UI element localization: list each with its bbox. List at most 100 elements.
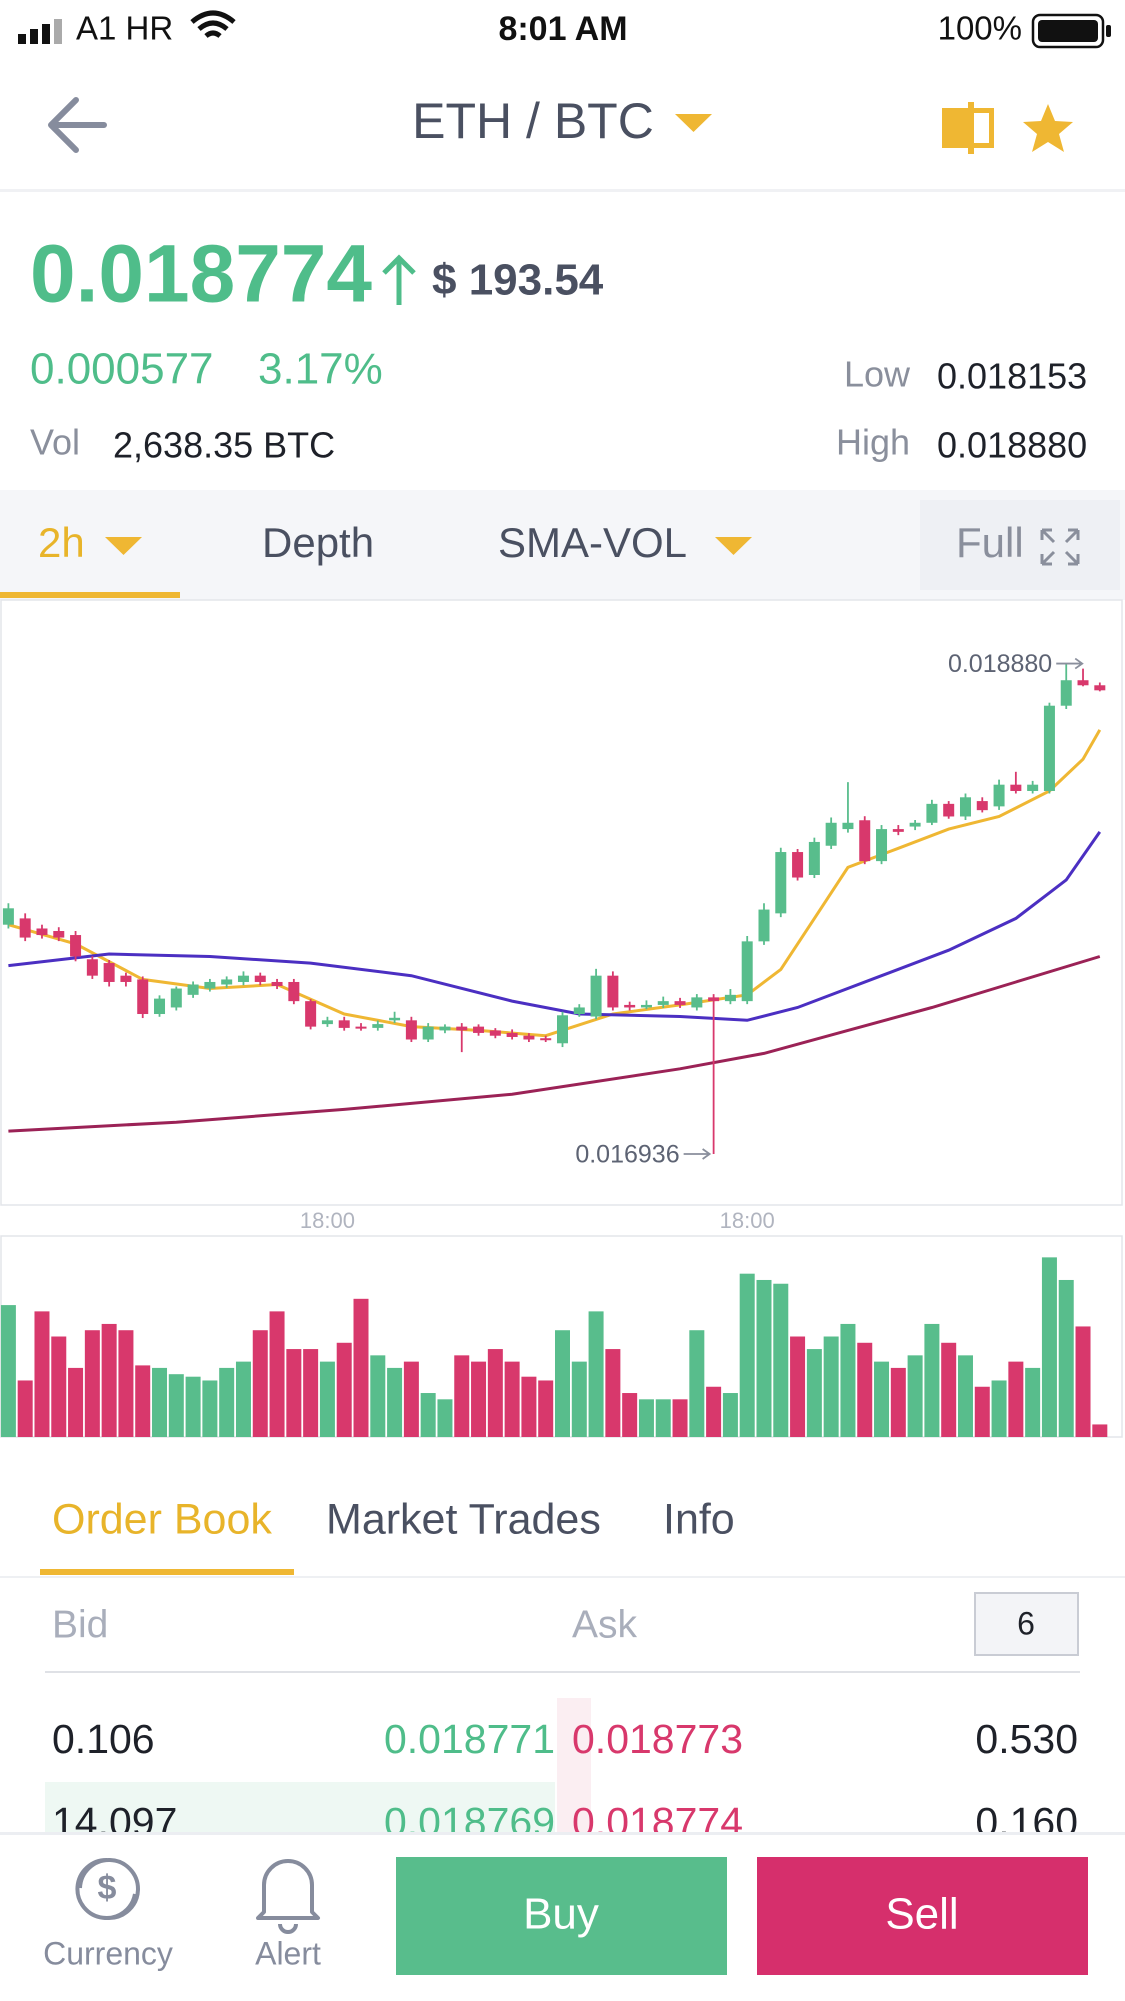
signal-icon bbox=[18, 19, 62, 44]
volume-bar bbox=[706, 1386, 722, 1437]
ask-depth-bar bbox=[557, 1698, 591, 1836]
vol-label: Vol bbox=[30, 422, 80, 463]
info-tab[interactable]: Info bbox=[663, 1495, 735, 1543]
candle-body bbox=[355, 1026, 367, 1029]
indicator-dropdown[interactable] bbox=[715, 537, 752, 555]
candle-body bbox=[657, 1001, 669, 1005]
volume-bar bbox=[907, 1355, 923, 1437]
volume-bar bbox=[202, 1380, 218, 1437]
volume-bar bbox=[84, 1330, 100, 1437]
candle-body bbox=[909, 822, 921, 827]
candle-body bbox=[775, 852, 787, 914]
pair-dropdown[interactable] bbox=[675, 114, 712, 132]
order-book-tab[interactable]: Order Book bbox=[52, 1495, 272, 1543]
fullscreen-icon[interactable] bbox=[1040, 528, 1080, 566]
full-tab-bg bbox=[920, 500, 1120, 590]
ask-price: 0.018773 bbox=[572, 1716, 743, 1762]
volume-bar bbox=[1008, 1361, 1024, 1437]
alert-nav[interactable]: Alert bbox=[255, 1935, 321, 1971]
favorite-star[interactable] bbox=[1023, 104, 1073, 152]
indicator-tab[interactable]: SMA-VOL bbox=[498, 519, 687, 566]
currency-nav[interactable]: Currency bbox=[43, 1935, 173, 1971]
candle-body bbox=[674, 1001, 686, 1005]
price-annotation: 0.018880 bbox=[948, 650, 1052, 678]
volume-bar bbox=[303, 1349, 319, 1437]
candle-body bbox=[338, 1020, 350, 1028]
volume-bar bbox=[185, 1376, 201, 1437]
volume-bar bbox=[991, 1380, 1007, 1437]
up-arrow bbox=[382, 254, 416, 305]
candle-body bbox=[36, 928, 48, 936]
bottom-bar-shadow bbox=[0, 1832, 1125, 1835]
candle-body bbox=[976, 801, 988, 811]
volume-bar bbox=[974, 1386, 990, 1437]
volume-bar bbox=[403, 1361, 419, 1437]
low-label: Low bbox=[844, 354, 911, 395]
volume-bar bbox=[269, 1311, 285, 1437]
candle-body bbox=[271, 981, 283, 987]
volume-bar bbox=[0, 1305, 16, 1437]
volume-bar bbox=[336, 1342, 352, 1437]
volume-bar bbox=[588, 1311, 604, 1437]
currency-icon[interactable]: $ bbox=[75, 1857, 140, 1921]
volume-bar bbox=[941, 1342, 957, 1437]
full-tab[interactable]: Full bbox=[956, 519, 1024, 566]
moving-average-line bbox=[8, 955, 1101, 1133]
candle-body bbox=[137, 979, 149, 1015]
buy-button[interactable] bbox=[396, 1857, 727, 1975]
candle-body bbox=[170, 988, 182, 1008]
candle-body bbox=[943, 803, 955, 817]
annotation-arrow bbox=[1056, 657, 1084, 670]
candle-body bbox=[154, 998, 166, 1015]
volume-bar bbox=[17, 1380, 33, 1437]
interval-tab[interactable]: 2h bbox=[38, 519, 85, 566]
carrier: A1 HR bbox=[76, 10, 173, 47]
candle-body bbox=[959, 797, 971, 817]
volume-bar bbox=[790, 1336, 806, 1437]
candle-body bbox=[1043, 705, 1055, 791]
candle-body bbox=[557, 1015, 568, 1044]
market-trades-tab[interactable]: Market Trades bbox=[326, 1495, 601, 1543]
interval-dropdown[interactable] bbox=[105, 537, 142, 555]
depth-tab[interactable]: Depth bbox=[262, 519, 374, 566]
volume-bar bbox=[101, 1323, 117, 1437]
volume-bar bbox=[857, 1342, 873, 1437]
candle-body bbox=[439, 1026, 451, 1031]
ask-header: Ask bbox=[572, 1603, 638, 1646]
candle-body bbox=[607, 975, 619, 1008]
high-value: 0.018880 bbox=[937, 425, 1087, 466]
volume-bar bbox=[504, 1361, 520, 1437]
depth-selector[interactable] bbox=[974, 1592, 1079, 1656]
candle-body bbox=[624, 1004, 636, 1008]
pair-title[interactable]: ETH / BTC bbox=[412, 93, 654, 149]
back-button[interactable] bbox=[48, 97, 107, 153]
depth-value[interactable]: 6 bbox=[1017, 1605, 1035, 1641]
volume-bar bbox=[689, 1330, 705, 1437]
book-icon[interactable] bbox=[942, 102, 994, 154]
buy-label[interactable]: Buy bbox=[523, 1890, 599, 1939]
vol-value: 2,638.35 BTC bbox=[113, 425, 335, 466]
sell-button[interactable] bbox=[757, 1857, 1088, 1975]
candle-body bbox=[305, 1001, 317, 1027]
volume-bar bbox=[387, 1367, 403, 1437]
volume-bar bbox=[353, 1298, 369, 1437]
candle-body bbox=[540, 1038, 552, 1041]
candle-body bbox=[859, 820, 871, 862]
low-value: 0.018153 bbox=[937, 356, 1087, 397]
volume-bar bbox=[454, 1355, 470, 1437]
candle-body bbox=[590, 975, 602, 1017]
sell-label[interactable]: Sell bbox=[885, 1890, 958, 1939]
volume-bar bbox=[672, 1399, 688, 1437]
volume-bar bbox=[51, 1336, 67, 1437]
order-tab-divider bbox=[0, 1576, 1125, 1578]
volume-bar bbox=[773, 1283, 789, 1437]
candle-body bbox=[758, 909, 770, 942]
candle-body bbox=[70, 935, 82, 957]
volume-bar bbox=[1041, 1257, 1057, 1437]
header-divider bbox=[45, 1671, 1080, 1673]
candle-body bbox=[103, 963, 115, 982]
alert-icon[interactable] bbox=[256, 1859, 320, 1934]
candle-body bbox=[1077, 680, 1089, 686]
candle-body bbox=[506, 1032, 518, 1037]
